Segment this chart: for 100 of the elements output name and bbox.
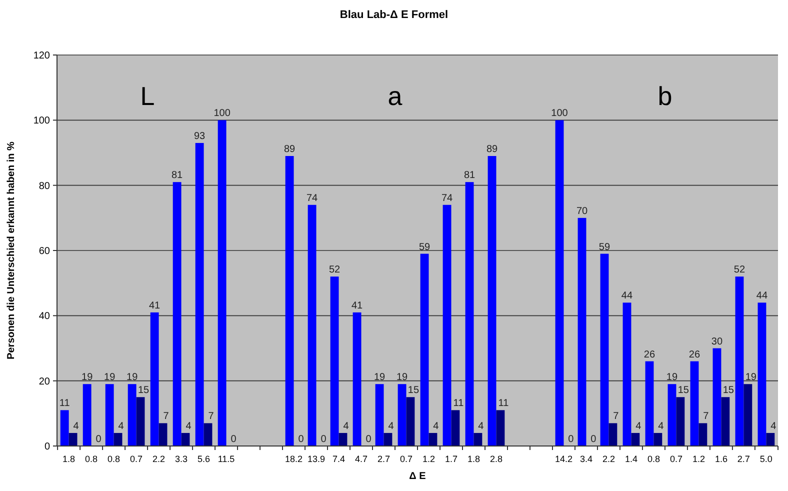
data-label: 4	[478, 420, 484, 432]
data-label: 7	[163, 411, 170, 422]
bar	[758, 302, 766, 446]
x-tick-label: 2.7	[378, 454, 390, 464]
data-label: 4	[343, 420, 350, 432]
data-label: 4	[636, 420, 642, 432]
data-label: 19	[82, 372, 94, 384]
x-tick-label: 1.2	[692, 454, 705, 464]
bar	[608, 423, 618, 446]
bar	[744, 384, 752, 446]
x-tick-label: 5.0	[760, 454, 772, 464]
data-label: 59	[418, 242, 431, 253]
bar	[105, 384, 114, 446]
data-label: 4	[186, 420, 192, 432]
y-axis-title: Personen die Unterschied erkannt haben in %	[6, 141, 17, 360]
bar	[195, 142, 204, 446]
bar	[384, 432, 392, 446]
x-tick-label: 2.2	[602, 454, 615, 464]
bar	[428, 432, 438, 446]
data-label: 15	[408, 385, 420, 396]
x-tick-label: 1.8	[62, 454, 76, 464]
bar	[645, 361, 654, 446]
x-tick-label: 1.7	[444, 454, 458, 464]
bar	[375, 384, 384, 446]
annotation: L	[140, 81, 155, 111]
x-tick-label: 3.3	[175, 454, 188, 464]
data-label: 4	[118, 420, 124, 432]
x-tick-label: 0.8	[85, 454, 98, 464]
annotation: a	[388, 81, 403, 111]
y-tick-label: 40	[38, 311, 50, 322]
data-label: 15	[678, 385, 690, 396]
y-tick-label: 120	[33, 50, 50, 62]
data-label: 7	[208, 411, 214, 422]
x-tick-label: 2.7	[737, 454, 750, 464]
x-tick-label: 14.2	[554, 454, 572, 464]
data-label: 4	[73, 420, 80, 432]
data-label: 4	[388, 420, 394, 432]
x-tick-label: 1.6	[714, 454, 728, 464]
bar	[690, 361, 699, 446]
bar	[668, 384, 676, 446]
data-label: 74	[441, 192, 454, 204]
bar	[330, 276, 339, 446]
bar	[712, 348, 722, 446]
data-label: 52	[328, 264, 341, 276]
data-label: 81	[464, 170, 476, 182]
bar	[285, 156, 294, 446]
y-tick-label: 100	[33, 116, 50, 127]
bar	[474, 432, 482, 446]
bar	[398, 384, 406, 446]
bar	[60, 410, 69, 446]
x-tick-label: 11.5	[218, 454, 235, 464]
bar	[204, 423, 212, 446]
data-label: 11	[453, 398, 464, 410]
bar	[622, 302, 632, 446]
bar	[488, 156, 496, 446]
bar	[352, 312, 362, 446]
data-label: 30	[711, 336, 723, 348]
x-axis-title: Δ E	[409, 471, 426, 482]
data-label: 19	[104, 372, 116, 384]
bar	[631, 432, 640, 446]
data-label: 93	[194, 130, 206, 142]
data-label: 7	[703, 411, 710, 422]
x-tick-label: 2.8	[490, 454, 502, 464]
data-label: 100	[214, 108, 231, 120]
x-tick-label: 5.6	[198, 454, 210, 464]
bar	[555, 120, 564, 446]
data-label: 4	[433, 420, 440, 432]
bar	[406, 397, 415, 446]
x-tick-label: 7.4	[332, 454, 346, 464]
bar	[158, 423, 168, 446]
data-label: 41	[351, 300, 364, 312]
bar	[172, 182, 182, 446]
data-label: 89	[486, 144, 498, 156]
data-label: 11	[498, 398, 510, 410]
bar	[721, 397, 730, 446]
data-label: 26	[644, 349, 656, 360]
annotation: b	[658, 81, 672, 111]
bar	[496, 410, 505, 446]
bar	[600, 254, 609, 446]
x-tick-label: 0.8	[647, 454, 660, 464]
data-label: 4	[658, 420, 664, 432]
x-tick-label: 2.2	[152, 454, 166, 464]
x-tick-label: 3.4	[580, 454, 592, 464]
x-tick-label: 0.7	[130, 454, 143, 464]
bar	[442, 204, 452, 446]
data-label: 26	[688, 349, 700, 360]
bar	[136, 397, 145, 446]
bar	[128, 384, 136, 446]
data-label: 0	[230, 434, 237, 445]
bar	[218, 120, 226, 446]
bar	[68, 432, 78, 446]
data-label: 0	[366, 434, 372, 445]
data-label: 7	[613, 411, 620, 422]
data-label: 11	[59, 398, 70, 410]
chart-title: Blau Lab-Δ E Formel	[340, 9, 448, 21]
bar	[150, 312, 159, 446]
data-label: 15	[722, 385, 734, 396]
data-label: 44	[756, 290, 768, 302]
x-tick-label: 1.4	[624, 454, 638, 464]
data-label: 74	[306, 192, 318, 204]
